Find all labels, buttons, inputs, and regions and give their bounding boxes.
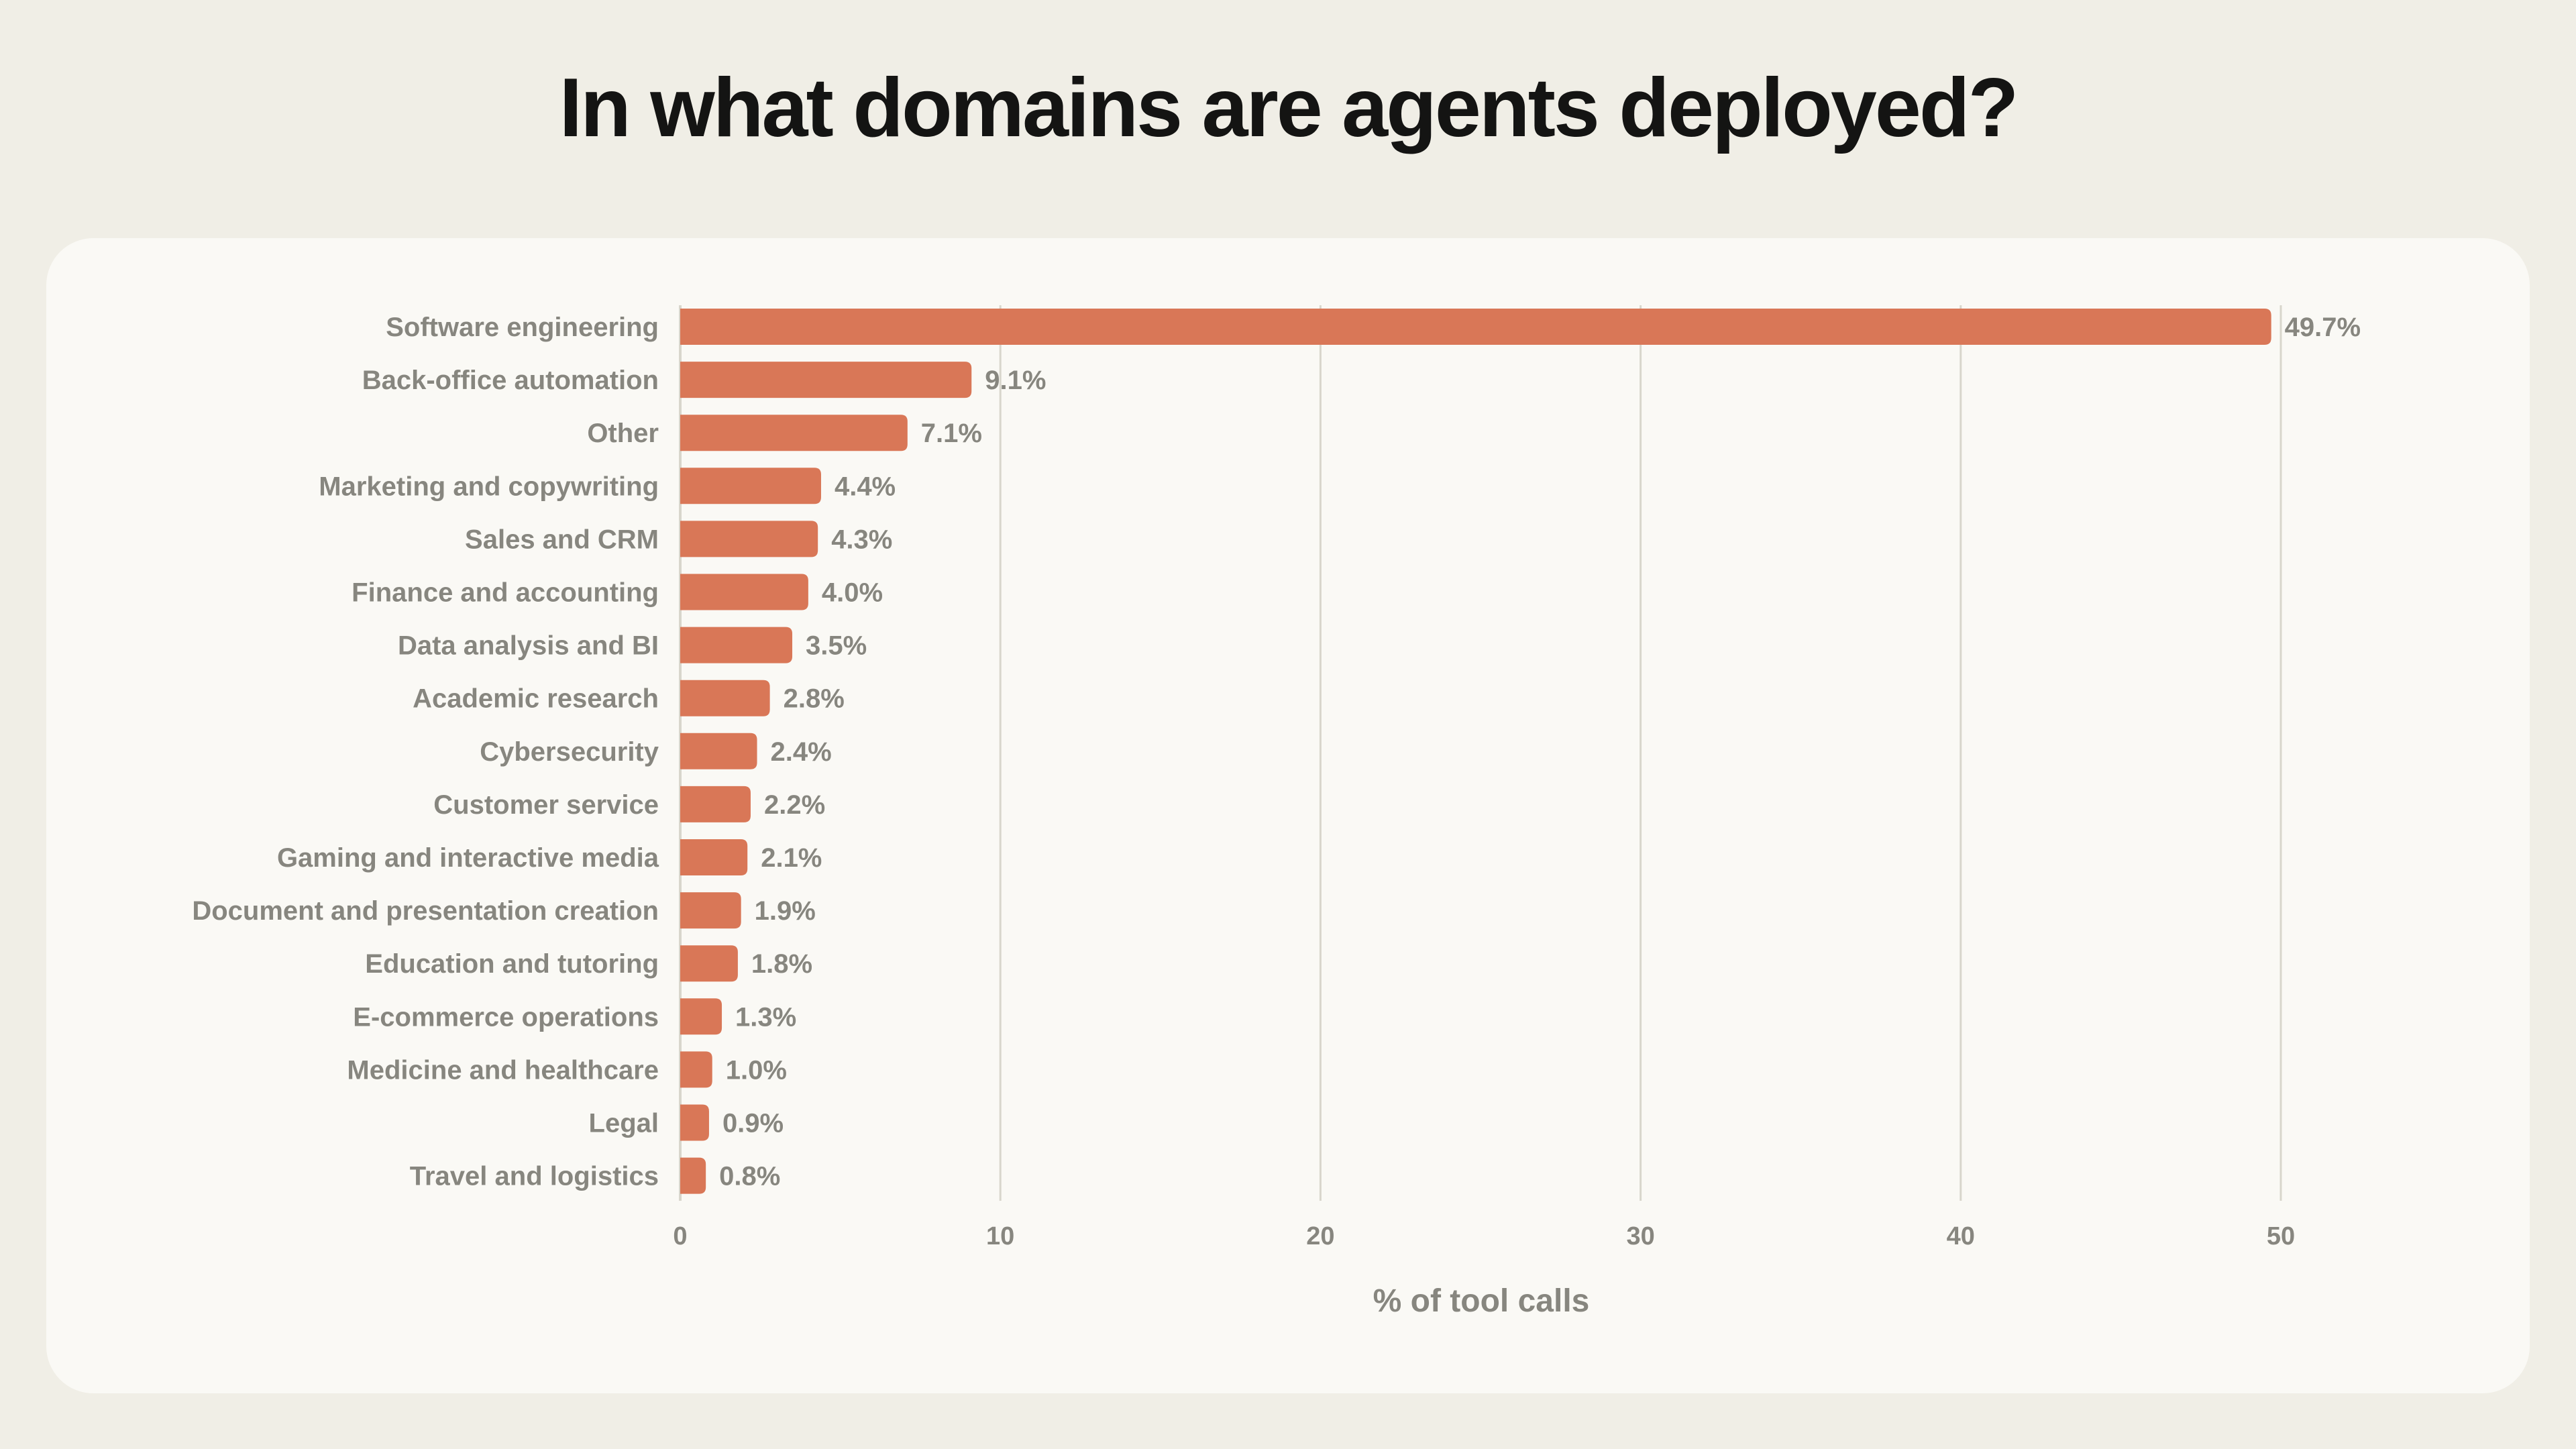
bar-row: Marketing and copywriting 4.4% (319, 468, 896, 504)
x-tick-label: 30 (1626, 1222, 1654, 1250)
bar-row: Sales and CRM 4.3% (465, 521, 892, 557)
bar (680, 839, 748, 875)
category-label: Sales and CRM (465, 525, 659, 554)
bar-row: Academic research 2.8% (413, 680, 845, 716)
category-label: Legal (589, 1109, 659, 1138)
bar (680, 733, 757, 769)
bar (680, 362, 972, 398)
value-label: 2.2% (764, 790, 825, 820)
bar (680, 1104, 709, 1141)
x-tick-label: 50 (2267, 1222, 2295, 1250)
value-label: 2.4% (771, 737, 832, 767)
category-label: Gaming and interactive media (277, 843, 659, 873)
bar-row: Document and presentation creation 1.9% (192, 892, 816, 929)
category-label: Finance and accounting (352, 578, 659, 608)
bar (680, 521, 818, 557)
bar (680, 627, 793, 663)
bar-row: E-commerce operations 1.3% (353, 998, 796, 1035)
category-label: E-commerce operations (353, 1002, 659, 1032)
bar-row: Gaming and interactive media 2.1% (277, 839, 822, 875)
bar-row: Cybersecurity 2.4% (480, 733, 832, 769)
bar-row: Education and tutoring 1.8% (365, 945, 812, 982)
category-label: Academic research (413, 684, 659, 714)
category-label: Marketing and copywriting (319, 472, 659, 501)
value-label: 1.8% (751, 949, 812, 979)
bar (680, 998, 722, 1035)
category-label: Cybersecurity (480, 737, 659, 767)
bar-row: Data analysis and BI 3.5% (398, 627, 867, 663)
value-label: 2.8% (784, 684, 845, 714)
bar-row: Back-office automation 9.1% (362, 362, 1046, 398)
bar (680, 1051, 712, 1088)
value-label: 49.7% (2285, 313, 2361, 342)
category-label: Customer service (433, 790, 659, 820)
value-label: 7.1% (921, 419, 982, 448)
bar (680, 680, 770, 716)
category-label: Software engineering (386, 313, 659, 342)
category-label: Other (587, 419, 659, 448)
bar (680, 309, 2271, 345)
category-label: Education and tutoring (365, 949, 659, 979)
x-tick-label: 40 (1947, 1222, 1975, 1250)
value-label: 4.0% (822, 578, 883, 608)
value-label: 3.5% (806, 631, 867, 661)
value-label: 0.9% (722, 1109, 784, 1138)
bar (680, 786, 751, 822)
bar-row: Medicine and healthcare 1.0% (347, 1051, 787, 1088)
bar-row: Finance and accounting 4.0% (352, 574, 883, 610)
bar-row: Other 7.1% (587, 415, 982, 451)
x-axis-label: % of tool calls (1373, 1283, 1590, 1319)
bar (680, 468, 821, 504)
bar-row: Customer service 2.2% (433, 786, 825, 822)
value-label: 1.0% (726, 1055, 787, 1085)
bars: Software engineering 49.7% Back-office aut… (192, 309, 2361, 1194)
value-label: 4.4% (835, 472, 896, 501)
x-tick-label: 20 (1306, 1222, 1334, 1250)
value-label: 9.1% (985, 366, 1046, 395)
bar-row: Travel and logistics 0.8% (410, 1157, 780, 1194)
value-label: 0.8% (719, 1162, 780, 1191)
category-label: Back-office automation (362, 366, 659, 395)
category-label: Medicine and healthcare (347, 1055, 659, 1085)
value-label: 1.3% (735, 1002, 796, 1032)
category-label: Data analysis and BI (398, 631, 659, 661)
bar (680, 415, 908, 451)
x-axis-ticks: 0 10 20 30 40 50 (673, 1222, 2295, 1250)
value-label: 4.3% (831, 525, 892, 554)
bar (680, 892, 741, 929)
x-tick-label: 0 (673, 1222, 687, 1250)
category-label: Travel and logistics (410, 1162, 659, 1191)
value-label: 2.1% (761, 843, 822, 873)
x-tick-label: 10 (986, 1222, 1014, 1250)
value-label: 1.9% (755, 896, 816, 926)
bar-row: Legal 0.9% (589, 1104, 784, 1141)
chart-title: In what domains are agents deployed? (559, 62, 2019, 154)
category-label: Document and presentation creation (192, 896, 659, 926)
bar (680, 945, 738, 982)
chart-card (46, 238, 2530, 1393)
bar-row: Software engineering 49.7% (386, 309, 2361, 345)
bar (680, 1157, 706, 1194)
bar (680, 574, 808, 610)
